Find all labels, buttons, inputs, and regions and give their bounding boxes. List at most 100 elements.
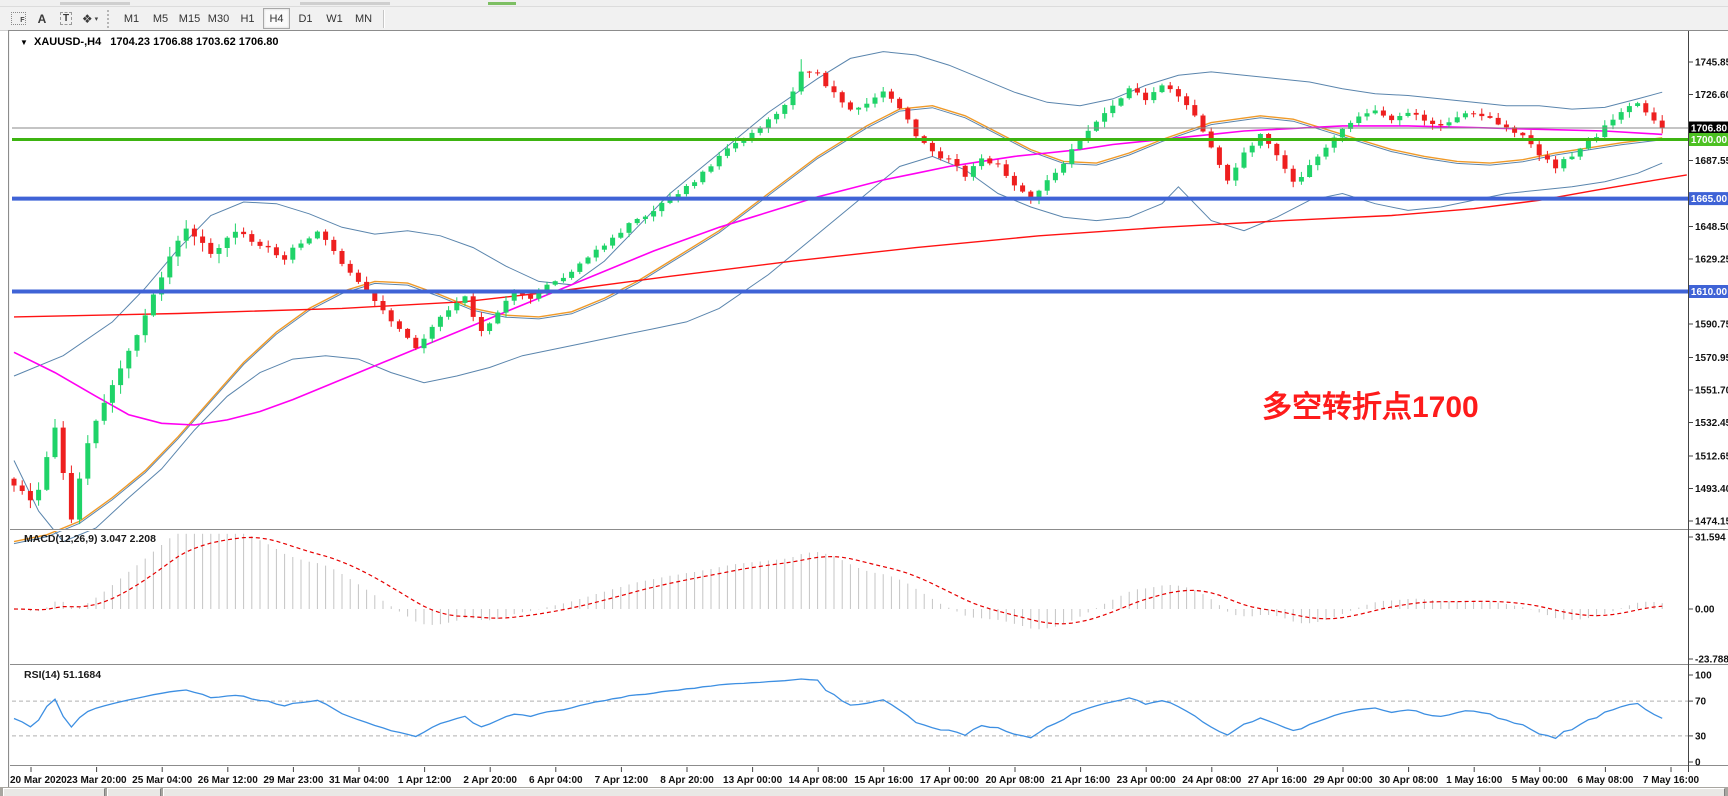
time-tick-label: 31 Mar 04:00	[329, 775, 389, 786]
letter-a-glyph: A	[37, 11, 47, 26]
time-tick-label: 17 Apr 00:00	[920, 775, 980, 786]
price-badge-text: 1706.80	[1691, 123, 1728, 134]
price-tick-label: 1474.15	[1695, 517, 1728, 528]
magenta-moving-average	[13, 125, 1663, 426]
price-tick-label: 1648.50	[1695, 222, 1728, 233]
minimized-windows-strip	[0, 787, 1728, 796]
bollinger-lower-band	[13, 155, 1663, 543]
indicator-lines-layer	[13, 51, 1687, 545]
chart-window[interactable]: 1745.85 1726.60 1687.55 1648.50 1629.25 1590.…	[8, 30, 1728, 796]
price-tick-label: 1590.75	[1695, 320, 1728, 331]
price-tick-label: 1726.60	[1695, 90, 1728, 101]
chart-ohlc-values: 1704.23 1706.88 1703.62 1706.80	[110, 36, 279, 48]
text-box-icon[interactable]: T	[56, 10, 76, 28]
time-tick-label: 6 May 08:00	[1577, 775, 1634, 786]
chart-text-annotation[interactable]: 多空转折点1700	[1262, 391, 1479, 424]
shapes-glyph: ❖	[81, 11, 93, 26]
time-tick-label: 15 Apr 16:00	[854, 775, 914, 786]
dropdown-caret-icon[interactable]: ▾	[94, 15, 99, 23]
time-tick-label: 24 Apr 08:00	[1182, 775, 1242, 786]
drawing-and-timeframe-toolbar: F A T ❖ ▾ M1 M5 M15 M30 H1 H4 D1 W1 MN	[0, 7, 1728, 31]
macd-pane[interactable]	[12, 533, 1688, 662]
time-tick-label: 20 Mar 2020	[10, 775, 67, 786]
price-badge-1665.00	[1689, 192, 1728, 206]
time-tick-label: 5 May 00:00	[1512, 775, 1569, 786]
rsi-tick-label: 70	[1695, 697, 1707, 708]
timeframe-button-m1[interactable]: M1	[123, 12, 140, 25]
time-tick-label: 6 Apr 04:00	[529, 775, 583, 786]
timeframe-button-m15[interactable]: M15	[178, 12, 201, 25]
main-price-pane[interactable]	[12, 33, 1688, 527]
toolbar-grip	[107, 9, 112, 28]
time-tick-label: 23 Mar 20:00	[67, 775, 127, 786]
axes-layer: 1745.85 1726.60 1687.55 1648.50 1629.25 1590.…	[8, 30, 1728, 796]
price-tick-label: 1570.95	[1695, 353, 1728, 364]
toolbar-separator	[383, 9, 385, 28]
time-tick-label: 14 Apr 08:00	[789, 775, 849, 786]
time-tick-label: 29 Apr 00:00	[1313, 775, 1373, 786]
time-tick-label: 30 Apr 08:00	[1379, 775, 1439, 786]
bollinger-middle-band	[13, 104, 1663, 543]
timeframe-button-m5[interactable]: M5	[152, 12, 169, 25]
time-tick-label: 8 Apr 20:00	[660, 775, 714, 786]
minimized-window-tab[interactable]	[107, 788, 161, 796]
rsi-indicator-label: RSI(14) 51.1684	[24, 669, 102, 681]
price-tick-label: 1493.40	[1695, 484, 1728, 495]
template-f-icon[interactable]: F	[8, 10, 28, 28]
rsi-tick-label: 30	[1695, 731, 1707, 742]
clipped-toolbar-strip	[0, 0, 1728, 7]
price-badge-1706.80	[1689, 121, 1728, 135]
timeframe-button-w1[interactable]: W1	[326, 12, 343, 25]
minimized-window-tab[interactable]	[163, 788, 1725, 796]
rsi-tick-label: 0	[1695, 758, 1701, 769]
letter-t-glyph: T	[59, 12, 73, 25]
timeframe-button-d1[interactable]: D1	[298, 12, 313, 25]
time-tick-label: 1 May 16:00	[1446, 775, 1503, 786]
price-tick-label: 1512.65	[1695, 451, 1728, 462]
price-badge-1700.00	[1689, 133, 1728, 146]
macd-tick-label: 31.594	[1695, 533, 1726, 544]
rsi-pane[interactable]	[12, 668, 1688, 764]
macd-signal-line	[13, 536, 1663, 625]
toolbar-fragment	[60, 2, 130, 5]
time-tick-label: 2 Apr 20:00	[463, 775, 517, 786]
price-tick-label: 1745.85	[1695, 58, 1728, 69]
timeframe-button-mn[interactable]: MN	[354, 12, 373, 25]
time-tick-label: 20 Apr 08:00	[985, 775, 1045, 786]
timeframe-button-h4[interactable]: H4	[263, 8, 290, 29]
time-tick-label: 21 Apr 16:00	[1051, 775, 1111, 786]
price-badge-1610.00	[1689, 285, 1728, 298]
symbol-dropdown-caret-icon[interactable]: ▼	[20, 38, 28, 47]
time-tick-label: 7 Apr 12:00	[595, 775, 649, 786]
time-tick-label: 7 May 16:00	[1643, 775, 1700, 786]
toolbar-fragment	[300, 2, 390, 5]
macd-tick-label: 0.00	[1695, 605, 1715, 616]
price-badge-text: 1610.00	[1691, 287, 1728, 298]
price-tick-label: 1687.55	[1695, 156, 1728, 167]
time-tick-label: 25 Mar 04:00	[132, 775, 192, 786]
timeframe-button-group: M1 M5 M15 M30 H1 H4 D1 W1 MN	[117, 8, 378, 29]
price-badge-text: 1665.00	[1691, 194, 1728, 205]
price-badge-text: 1700.00	[1691, 135, 1728, 146]
chart-title: ▼ XAUUSD-,H4 1704.23 1706.88 1703.62 170…	[20, 36, 279, 48]
rsi-line	[13, 678, 1663, 740]
price-tick-label: 1629.25	[1695, 254, 1728, 265]
timeframe-button-m30[interactable]: M30	[207, 12, 230, 25]
time-tick-label: 27 Apr 16:00	[1248, 775, 1308, 786]
time-tick-label: 23 Apr 00:00	[1117, 775, 1177, 786]
bollinger-upper-band	[13, 51, 1663, 377]
toolbar-fragment-green	[488, 2, 516, 5]
horizontal-lines-layer	[12, 127, 1688, 294]
price-chart-canvas[interactable]: 1745.85 1726.60 1687.55 1648.50 1629.25 1590.…	[8, 30, 1728, 796]
timeframe-button-h1[interactable]: H1	[240, 12, 255, 25]
shapes-arrows-icon[interactable]: ❖ ▾	[80, 10, 100, 28]
minimized-window-tab[interactable]	[3, 788, 105, 796]
rsi-tick-label: 100	[1695, 671, 1712, 682]
chart-symbol-timeframe: XAUUSD-,H4	[33, 36, 102, 48]
macd-indicator-label: MACD(12,26,9) 3.047 2.208	[24, 533, 156, 545]
text-label-icon[interactable]: A	[32, 10, 52, 28]
bollinger-middle-twin	[13, 107, 1663, 545]
price-tick-label: 1551.70	[1695, 386, 1728, 397]
time-tick-label: 13 Apr 00:00	[723, 775, 783, 786]
